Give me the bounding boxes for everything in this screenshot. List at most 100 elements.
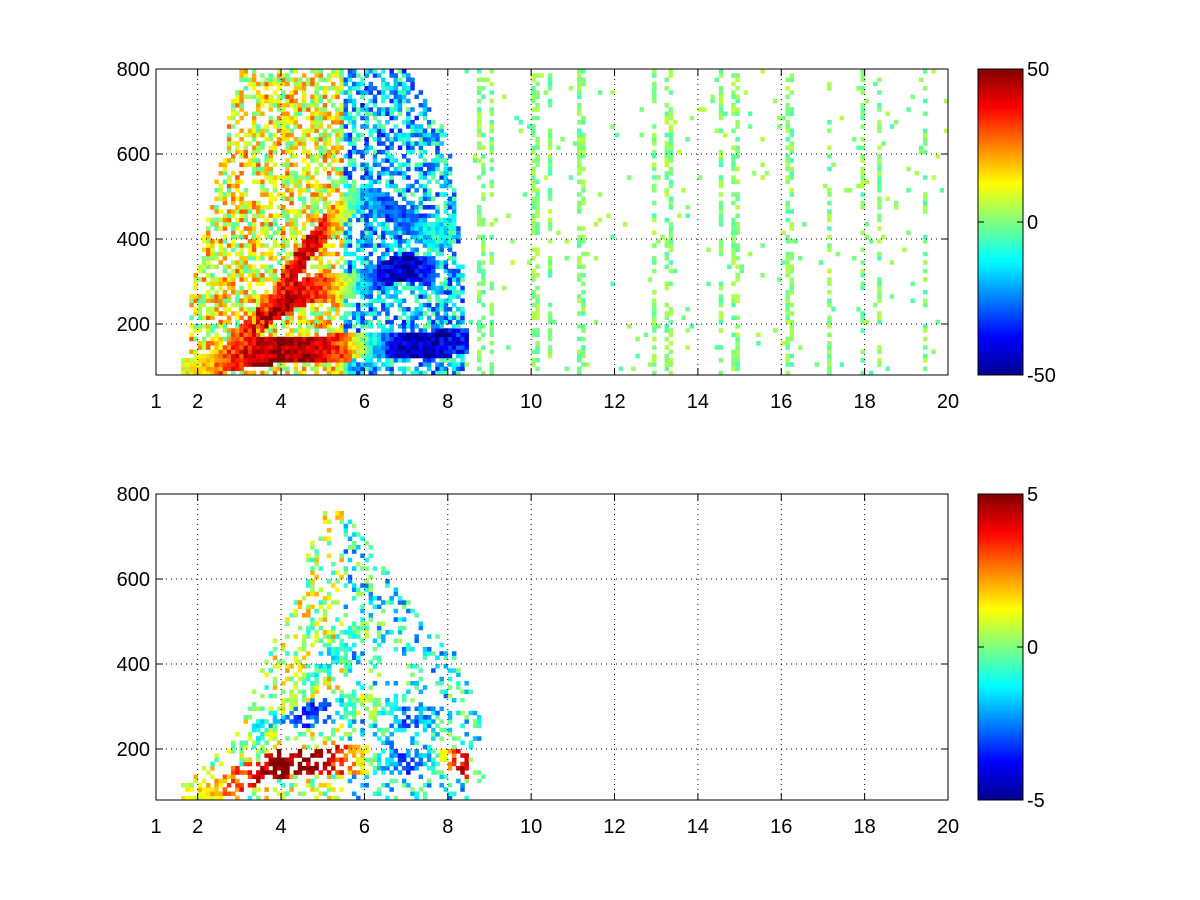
heatmap-cell xyxy=(226,149,232,155)
heatmap-cell xyxy=(293,651,299,656)
heatmap-cell xyxy=(297,213,303,219)
heatmap-cell xyxy=(206,281,211,287)
heatmap-cell xyxy=(506,213,511,219)
heatmap-cell xyxy=(481,251,486,257)
heatmap-cell xyxy=(489,192,494,197)
heatmap-cell xyxy=(368,81,374,87)
heatmap-cell xyxy=(351,145,357,151)
heatmap-cell xyxy=(197,370,203,376)
heatmap-cell xyxy=(272,732,278,737)
heatmap-cell xyxy=(364,749,369,754)
heatmap-cell xyxy=(401,349,407,355)
heatmap-cell xyxy=(439,727,444,733)
heatmap-cell xyxy=(389,128,394,134)
heatmap-cell xyxy=(451,234,457,240)
heatmap-cell xyxy=(289,145,294,151)
heatmap-cell xyxy=(306,298,311,304)
heatmap-cell xyxy=(397,192,403,197)
heatmap-cell xyxy=(293,209,299,214)
heatmap-cell xyxy=(418,370,424,376)
heatmap-cell xyxy=(310,103,315,108)
heatmap-cell xyxy=(481,345,486,350)
heatmap-cell xyxy=(664,86,670,91)
heatmap-cell xyxy=(414,753,419,758)
heatmap-cell xyxy=(318,587,324,593)
heatmap-cell xyxy=(206,370,211,376)
heatmap-cell xyxy=(239,302,244,308)
heatmap-cell xyxy=(243,311,249,316)
heatmap-cell xyxy=(385,273,390,278)
heatmap-cell xyxy=(201,766,207,771)
heatmap-cell xyxy=(356,90,361,95)
heatmap-cell xyxy=(293,685,299,690)
heatmap-cell xyxy=(314,205,319,210)
heatmap-cell xyxy=(652,268,657,274)
heatmap-cell xyxy=(439,302,444,308)
heatmap-cell xyxy=(389,702,394,707)
heatmap-cell xyxy=(285,137,290,142)
heatmap-cell xyxy=(293,162,299,168)
heatmap-cell xyxy=(814,362,820,367)
heatmap-cell xyxy=(385,345,390,350)
heatmap-cell xyxy=(222,370,228,376)
heatmap-cell xyxy=(368,213,374,219)
heatmap-cell xyxy=(426,324,432,329)
heatmap-cell xyxy=(293,251,299,257)
heatmap-cell xyxy=(289,664,294,669)
heatmap-cell xyxy=(664,285,670,291)
heatmap-cell xyxy=(239,349,244,355)
heatmap-cell xyxy=(226,332,232,338)
heatmap-cell xyxy=(306,213,311,219)
heatmap-cell xyxy=(785,217,790,223)
heatmap-cell xyxy=(347,243,353,248)
heatmap-cell xyxy=(310,579,315,584)
heatmap-cell xyxy=(422,149,428,155)
heatmap-cell xyxy=(426,358,432,363)
heatmap-cell xyxy=(293,600,299,605)
heatmap-cell xyxy=(251,332,257,338)
heatmap-cell xyxy=(785,358,790,363)
heatmap-cell xyxy=(331,630,336,635)
heatmap-cell xyxy=(877,196,882,202)
heatmap-cell xyxy=(710,94,715,100)
heatmap-cell xyxy=(877,226,882,231)
heatmap-cell xyxy=(326,264,332,270)
heatmap-cell xyxy=(326,230,332,236)
heatmap-cell xyxy=(385,268,390,274)
heatmap-cell xyxy=(281,319,286,325)
heatmap-cell xyxy=(260,315,265,321)
heatmap-cell xyxy=(335,511,340,516)
heatmap-cell xyxy=(314,349,319,355)
heatmap-cell xyxy=(293,341,299,346)
heatmap-cell xyxy=(827,247,832,253)
heatmap-cell xyxy=(247,264,253,270)
heatmap-cell xyxy=(431,336,436,342)
heatmap-cell xyxy=(256,209,261,214)
heatmap-cell xyxy=(343,290,349,295)
heatmap-cell xyxy=(247,94,253,100)
heatmap-cell xyxy=(531,277,536,282)
heatmap-cell xyxy=(272,239,278,244)
heatmap-cell xyxy=(376,171,382,176)
heatmap-cell xyxy=(581,290,586,295)
heatmap-cell xyxy=(247,362,253,367)
heatmap-cell xyxy=(193,277,198,282)
heatmap-cell xyxy=(368,600,374,605)
heatmap-cell xyxy=(256,81,261,87)
heatmap-cell xyxy=(368,171,374,176)
heatmap-cell xyxy=(406,175,411,180)
heatmap-cell xyxy=(289,290,294,295)
heatmap-cell xyxy=(668,179,674,185)
heatmap-cell xyxy=(310,111,315,117)
heatmap-cell xyxy=(785,124,790,129)
heatmap-cell xyxy=(418,341,424,346)
heatmap-cell xyxy=(326,341,332,346)
heatmap-cell xyxy=(414,188,419,193)
heatmap-cell xyxy=(464,332,469,338)
heatmap-cell xyxy=(447,298,453,304)
heatmap-cell xyxy=(235,226,240,231)
heatmap-cell xyxy=(256,795,261,801)
heatmap-cell xyxy=(418,285,424,291)
heatmap-cell xyxy=(451,209,457,214)
